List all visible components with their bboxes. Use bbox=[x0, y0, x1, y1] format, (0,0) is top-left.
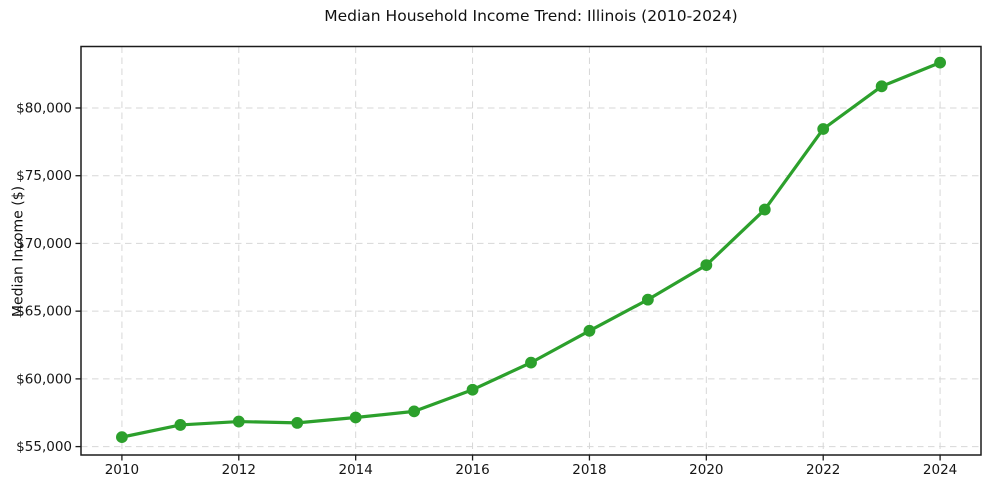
y-tick-label: $60,000 bbox=[16, 371, 72, 387]
y-tick-label: $75,000 bbox=[16, 168, 72, 184]
x-tick-label: 2024 bbox=[923, 462, 957, 478]
data-point-2015 bbox=[408, 405, 421, 418]
data-point-2010 bbox=[116, 431, 128, 444]
data-point-2021 bbox=[758, 203, 771, 216]
y-tick-label: $55,000 bbox=[16, 439, 72, 455]
x-tick-label: 2010 bbox=[105, 462, 139, 478]
data-point-2019 bbox=[641, 293, 654, 306]
plot-border bbox=[80, 45, 982, 456]
y-tick-label: $65,000 bbox=[16, 304, 72, 320]
x-tick-label: 2020 bbox=[689, 462, 723, 478]
data-point-2014 bbox=[349, 411, 362, 424]
data-point-2016 bbox=[466, 383, 479, 396]
data-point-2018 bbox=[583, 324, 596, 337]
data-point-2024 bbox=[934, 56, 946, 69]
y-tick-label: $70,000 bbox=[16, 236, 72, 252]
y-tick-label: $80,000 bbox=[16, 100, 72, 116]
data-point-2011 bbox=[174, 419, 187, 431]
data-point-2012 bbox=[232, 415, 245, 428]
data-point-2013 bbox=[291, 416, 304, 429]
data-point-2023 bbox=[875, 80, 888, 93]
x-tick-label: 2022 bbox=[806, 462, 840, 478]
data-point-2022 bbox=[817, 123, 830, 135]
data-point-2017 bbox=[525, 356, 537, 369]
data-point-2020 bbox=[700, 259, 713, 272]
y-axis-label: Median Income ($) bbox=[10, 185, 27, 318]
trend-line bbox=[120, 61, 942, 439]
x-tick-label: 2014 bbox=[338, 462, 372, 478]
chart-title: Median Household Income Trend: Illinois … bbox=[324, 7, 738, 25]
x-tick-label: 2016 bbox=[455, 462, 489, 478]
x-tick-label: 2018 bbox=[572, 462, 606, 478]
x-tick-label: 2012 bbox=[222, 462, 256, 478]
